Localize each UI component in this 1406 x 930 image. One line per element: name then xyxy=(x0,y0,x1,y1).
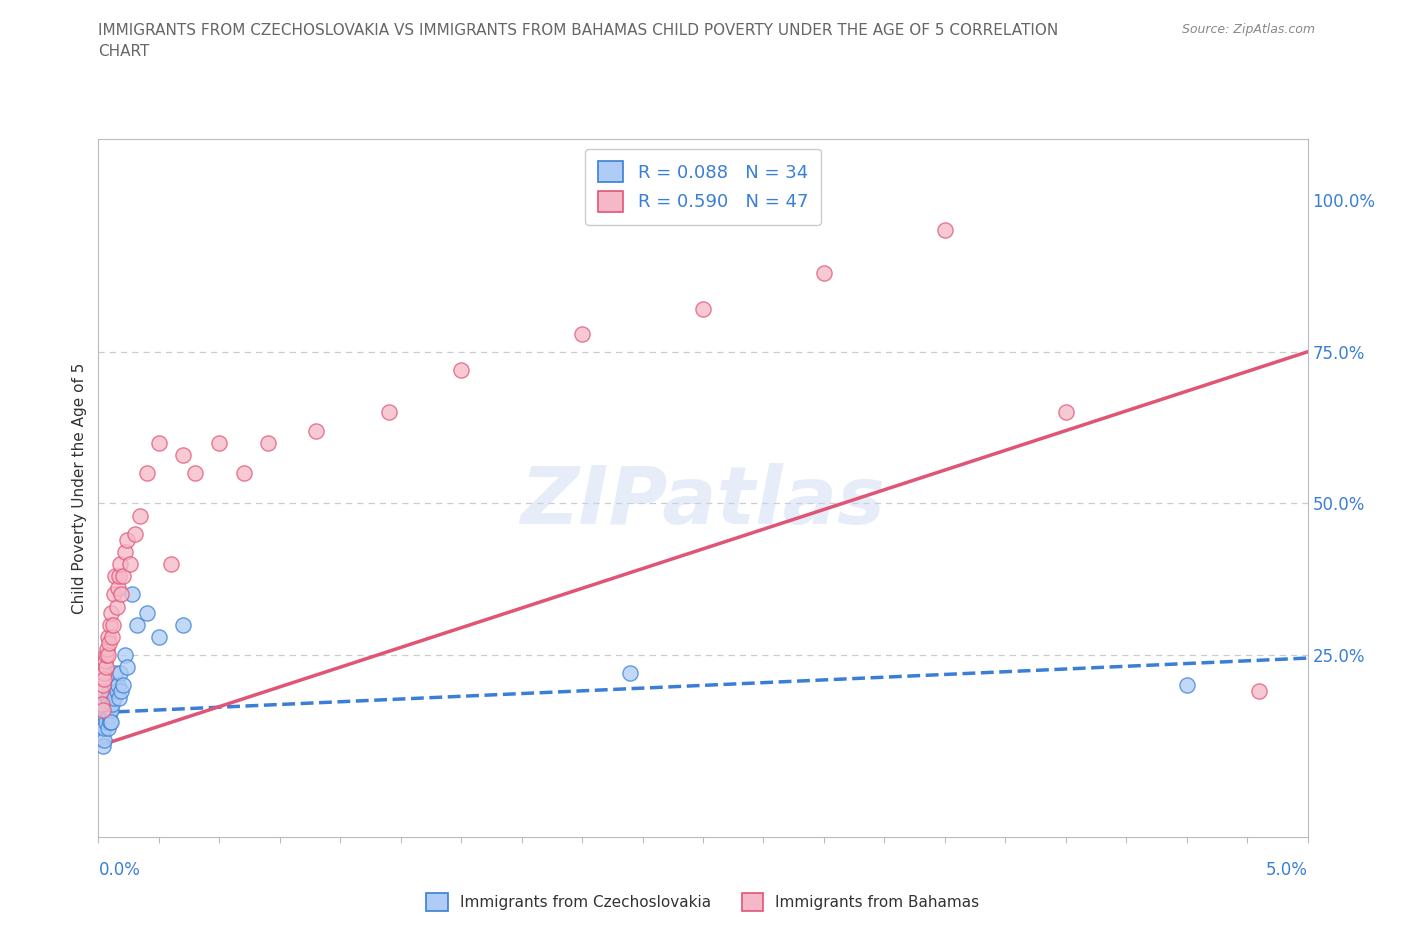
Point xyxy=(108,569,131,584)
Point xyxy=(571,326,593,341)
Point xyxy=(172,618,194,632)
Point xyxy=(1054,405,1077,419)
Point xyxy=(93,666,115,681)
Point xyxy=(103,587,125,602)
Point xyxy=(128,508,150,523)
Point xyxy=(100,714,122,729)
Point xyxy=(813,265,835,280)
Point xyxy=(377,405,399,419)
Point xyxy=(94,714,117,729)
Point xyxy=(96,647,118,662)
Point xyxy=(100,702,122,717)
Point xyxy=(97,697,120,711)
Point xyxy=(114,647,136,662)
Point xyxy=(111,678,134,693)
Point xyxy=(108,557,131,572)
Legend: Immigrants from Czechoslovakia, Immigrants from Bahamas: Immigrants from Czechoslovakia, Immigran… xyxy=(418,884,988,920)
Point xyxy=(127,618,149,632)
Point xyxy=(103,690,125,705)
Point xyxy=(135,605,157,620)
Point xyxy=(91,702,114,717)
Point xyxy=(934,223,956,238)
Point xyxy=(97,721,120,736)
Point xyxy=(232,466,254,481)
Point xyxy=(1249,684,1271,698)
Point xyxy=(91,678,114,693)
Point xyxy=(96,702,118,717)
Point xyxy=(94,709,117,724)
Point xyxy=(450,363,472,378)
Point xyxy=(110,587,132,602)
Point xyxy=(114,544,136,559)
Point xyxy=(104,666,127,681)
Point xyxy=(117,532,139,547)
Point xyxy=(97,630,120,644)
Point xyxy=(124,526,146,541)
Point xyxy=(97,635,120,650)
Point xyxy=(101,618,124,632)
Text: Source: ZipAtlas.com: Source: ZipAtlas.com xyxy=(1181,23,1315,36)
Point xyxy=(111,569,134,584)
Point xyxy=(135,466,157,481)
Point xyxy=(121,587,143,602)
Point xyxy=(94,654,117,669)
Point xyxy=(100,630,122,644)
Point xyxy=(93,721,115,736)
Point xyxy=(93,671,115,686)
Point xyxy=(148,435,170,450)
Point xyxy=(98,714,121,729)
Point xyxy=(97,647,120,662)
Text: 5.0%: 5.0% xyxy=(1265,860,1308,879)
Point xyxy=(118,557,141,572)
Text: IMMIGRANTS FROM CZECHOSLOVAKIA VS IMMIGRANTS FROM BAHAMAS CHILD POVERTY UNDER TH: IMMIGRANTS FROM CZECHOSLOVAKIA VS IMMIGR… xyxy=(98,23,1059,60)
Point xyxy=(160,557,183,572)
Point xyxy=(110,684,132,698)
Point xyxy=(93,733,115,748)
Point xyxy=(692,302,714,317)
Point xyxy=(1175,678,1198,693)
Point xyxy=(172,447,194,462)
Point xyxy=(108,690,131,705)
Point xyxy=(107,581,129,596)
Point xyxy=(98,618,121,632)
Text: ZIPatlas: ZIPatlas xyxy=(520,463,886,541)
Y-axis label: Child Poverty Under the Age of 5: Child Poverty Under the Age of 5 xyxy=(72,363,87,614)
Point xyxy=(91,738,114,753)
Point xyxy=(97,684,120,698)
Point xyxy=(105,599,128,614)
Point xyxy=(100,605,122,620)
Point xyxy=(148,630,170,644)
Point xyxy=(98,709,121,724)
Point xyxy=(256,435,278,450)
Point xyxy=(108,666,131,681)
Point xyxy=(100,697,122,711)
Text: 0.0%: 0.0% xyxy=(98,860,141,879)
Point xyxy=(105,684,128,698)
Point xyxy=(91,697,114,711)
Point xyxy=(96,690,118,705)
Point xyxy=(94,659,117,674)
Point xyxy=(96,642,118,657)
Point xyxy=(184,466,207,481)
Point xyxy=(91,726,114,741)
Point xyxy=(305,423,328,438)
Point xyxy=(619,666,641,681)
Point xyxy=(90,684,112,698)
Point xyxy=(117,659,139,674)
Point xyxy=(101,678,124,693)
Point xyxy=(107,678,129,693)
Point xyxy=(208,435,231,450)
Point xyxy=(104,569,127,584)
